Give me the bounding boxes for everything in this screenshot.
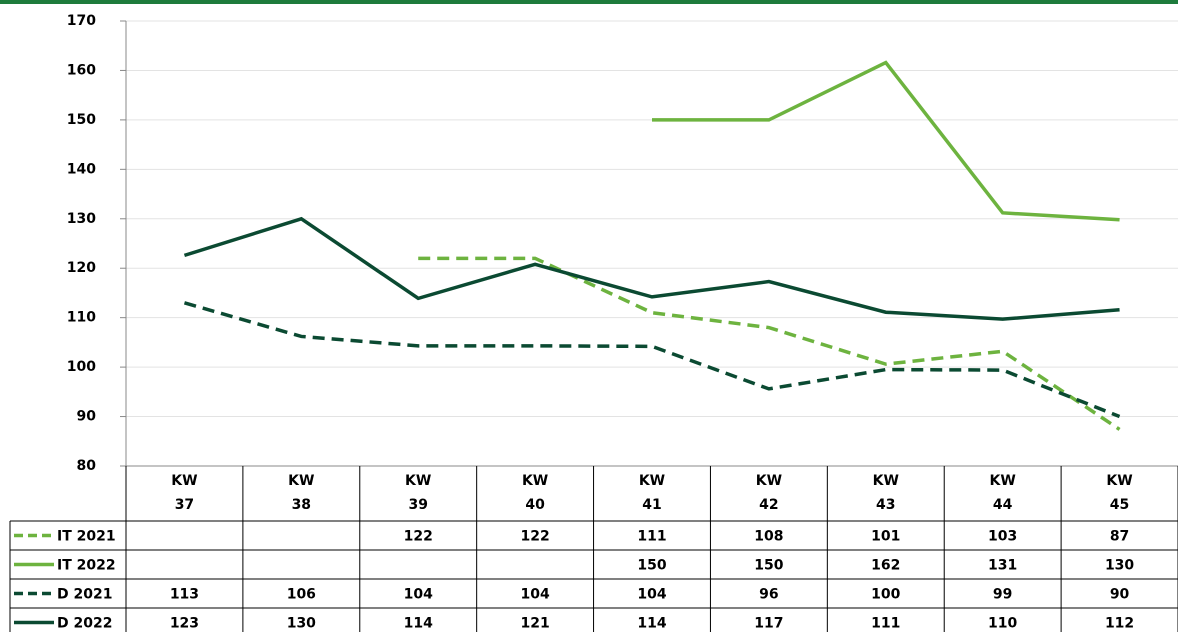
series-line <box>652 60 1120 222</box>
data-label: 101 <box>871 529 900 545</box>
data-label: 87 <box>1110 529 1129 545</box>
data-label: 114 <box>404 616 433 632</box>
data-label: 150 <box>637 558 666 574</box>
category-text: KW 43 <box>872 473 899 513</box>
category-text: KW 40 <box>521 473 549 513</box>
data-label: 112 <box>1105 616 1134 632</box>
data-label: 104 <box>637 587 666 603</box>
y-tick-label: 130 <box>67 211 96 227</box>
series-line <box>183 301 1121 419</box>
x-tick-label: KW 45 <box>1061 466 1178 521</box>
y-tick-label: 100 <box>67 359 96 375</box>
y-tick-label: 80 <box>77 458 97 474</box>
category-text: KW 44 <box>989 473 1016 513</box>
data-label: 122 <box>404 529 433 545</box>
y-tick-label: 120 <box>67 260 96 276</box>
x-tick-label: KW 38 <box>243 466 360 521</box>
data-label: 103 <box>988 529 1017 545</box>
top-bar <box>0 0 1178 4</box>
category-text: KW 41 <box>638 473 666 513</box>
data-label: 96 <box>759 587 778 603</box>
y-tick-label: 160 <box>67 62 96 78</box>
data-label: 150 <box>754 558 783 574</box>
data-label: 100 <box>871 587 900 603</box>
data-label: 90 <box>1110 587 1130 603</box>
x-tick-label: KW 44 <box>944 466 1061 521</box>
category-text: KW 42 <box>755 473 783 513</box>
y-tick-label: 150 <box>67 112 96 128</box>
x-tick-label: KW 41 <box>594 466 711 521</box>
data-label: 104 <box>520 587 549 603</box>
data-label: 104 <box>404 587 433 603</box>
category-text: KW 45 <box>1106 473 1133 513</box>
data-label: 117 <box>754 616 783 632</box>
data-label: 99 <box>993 587 1012 603</box>
y-tick-label: 110 <box>67 310 96 326</box>
data-label: 111 <box>871 616 900 632</box>
x-tick-label: KW 42 <box>710 466 827 521</box>
series-line <box>183 216 1120 321</box>
y-tick-label: 140 <box>67 161 96 177</box>
y-tick-label: 170 <box>67 13 96 29</box>
data-label: 121 <box>520 616 549 632</box>
category-text: KW 38 <box>288 473 315 513</box>
data-label: 106 <box>287 587 316 603</box>
x-tick-label: KW 43 <box>827 466 944 521</box>
data-label: 130 <box>1105 558 1134 574</box>
legend-label: D 2021 <box>57 587 112 603</box>
data-label: 111 <box>637 529 666 545</box>
x-tick-label: KW 37 <box>126 466 243 521</box>
series-line <box>418 256 1121 431</box>
data-label: 110 <box>988 616 1017 632</box>
data-label: 122 <box>520 529 549 545</box>
legend-label: IT 2022 <box>57 558 116 574</box>
x-tick-label: KW 39 <box>360 466 477 521</box>
x-tick-label: KW 40 <box>477 466 594 521</box>
data-label: 162 <box>871 558 900 574</box>
legend-label: IT 2021 <box>57 529 116 545</box>
data-label: 130 <box>287 616 316 632</box>
category-text: KW 37 <box>171 473 198 513</box>
data-label: 108 <box>754 529 783 545</box>
data-label: 131 <box>988 558 1017 574</box>
legend-label: D 2022 <box>57 616 112 632</box>
y-tick-label: 90 <box>77 409 97 425</box>
category-text: KW 39 <box>405 473 432 513</box>
data-label: 114 <box>637 616 666 632</box>
data-label: 123 <box>170 616 199 632</box>
data-label: 113 <box>170 587 199 603</box>
